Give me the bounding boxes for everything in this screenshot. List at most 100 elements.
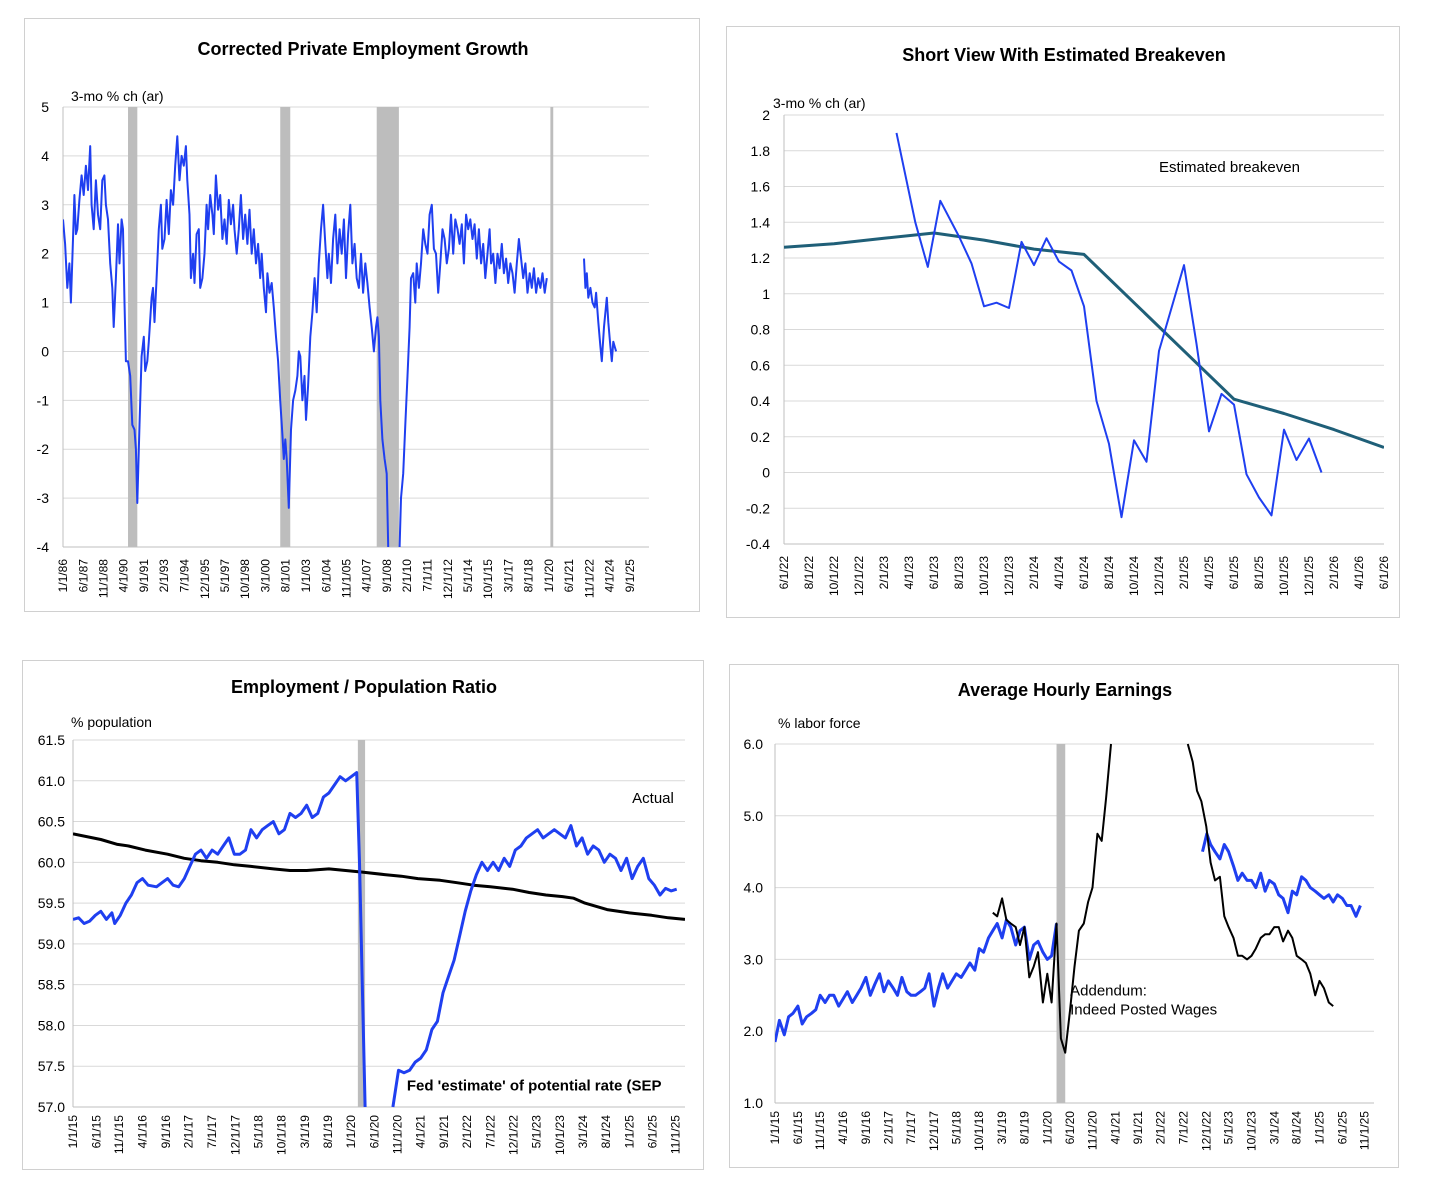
recession-shading bbox=[550, 107, 554, 547]
y-tick-label: 3 bbox=[41, 197, 49, 213]
y-axis-label: % labor force bbox=[778, 715, 861, 731]
annotation-indeed-posted-wages: Indeed Posted Wages bbox=[1070, 1002, 1217, 1019]
x-tick-label: 4/1/16 bbox=[836, 1111, 850, 1145]
x-tick-label: 10/1/23 bbox=[977, 556, 991, 596]
x-tick-label: 11/1/22 bbox=[582, 559, 596, 598]
x-tick-label: 1/1/25 bbox=[622, 1115, 636, 1149]
x-tick-label: 2/1/17 bbox=[182, 1115, 196, 1149]
y-axis-label: 3-mo % ch (ar) bbox=[773, 95, 866, 111]
chart-panel-short-view-breakeven: Short View With Estimated Breakeven 3-mo … bbox=[726, 26, 1400, 618]
x-tick-label: 6/1/20 bbox=[1063, 1111, 1077, 1145]
x-tick-label: 10/1/23 bbox=[1244, 1111, 1258, 1151]
x-tick-label: 7/1/11 bbox=[420, 559, 434, 592]
x-tick-label: 2/1/10 bbox=[400, 559, 414, 593]
chart-panel-employment-population-ratio: Employment / Population Ratio % populatio… bbox=[22, 660, 704, 1170]
x-tick-label: 11/1/05 bbox=[339, 559, 353, 598]
x-tick-label: 1/1/03 bbox=[299, 559, 313, 593]
x-tick-label: 8/1/01 bbox=[279, 559, 293, 593]
y-tick-label: -2 bbox=[37, 441, 50, 457]
y-tick-label: 0.4 bbox=[751, 393, 771, 409]
x-tick-label: 6/1/15 bbox=[89, 1115, 103, 1149]
y-tick-label: 59.0 bbox=[38, 936, 65, 952]
x-tick-label: 10/1/18 bbox=[972, 1111, 986, 1151]
y-tick-label: 1 bbox=[762, 286, 770, 302]
annotation-actual: Actual bbox=[632, 790, 674, 807]
x-tick-label: 1/1/86 bbox=[56, 559, 70, 593]
x-tick-label: 2/1/24 bbox=[1027, 556, 1041, 590]
x-tick-label: 4/1/16 bbox=[136, 1115, 150, 1149]
x-tick-label: 5/1/23 bbox=[1222, 1111, 1236, 1145]
chart-short-view-estimated-breakeven: Short View With Estimated Breakeven 3-mo … bbox=[746, 45, 1391, 596]
y-tick-label: 5.0 bbox=[744, 808, 764, 824]
x-tick-label: 8/1/19 bbox=[321, 1115, 335, 1149]
recession-shading bbox=[128, 107, 138, 547]
y-tick-label: -0.2 bbox=[746, 500, 770, 516]
x-tick-label: 2/1/93 bbox=[157, 559, 171, 593]
x-tick-label: 5/1/14 bbox=[461, 559, 475, 593]
x-tick-label: 5/1/18 bbox=[949, 1111, 963, 1145]
x-tick-label: 4/1/24 bbox=[603, 559, 617, 593]
y-tick-label: 0.2 bbox=[751, 429, 771, 445]
x-tick-label: 12/1/24 bbox=[1152, 556, 1166, 596]
y-tick-label: 4 bbox=[41, 148, 49, 164]
series-line-actual bbox=[391, 824, 678, 1108]
x-tick-label: 5/1/97 bbox=[218, 559, 232, 593]
x-tick-label: 4/1/24 bbox=[1052, 556, 1066, 590]
x-tick-label: 11/1/88 bbox=[96, 559, 110, 598]
x-tick-label: 6/1/87 bbox=[76, 559, 90, 593]
series-line-private-employment-growth bbox=[398, 203, 548, 548]
chart-average-hourly-earnings: Average Hourly Earnings % labor force 6.0 5… bbox=[744, 680, 1374, 1151]
x-tick-label: 6/1/20 bbox=[368, 1115, 382, 1149]
x-tick-label: 6/1/04 bbox=[319, 559, 333, 593]
y-tick-label: 3.0 bbox=[744, 951, 764, 967]
chart-title: Short View With Estimated Breakeven bbox=[902, 45, 1226, 65]
x-tick-label: 9/1/08 bbox=[380, 559, 394, 593]
x-tick-label: 9/1/16 bbox=[159, 1115, 173, 1149]
y-tick-label: 61.0 bbox=[38, 773, 65, 789]
x-tick-label: 6/1/15 bbox=[791, 1111, 805, 1145]
x-tick-label: 11/1/20 bbox=[390, 1115, 404, 1154]
x-tick-label: 3/1/24 bbox=[576, 1115, 590, 1149]
y-tick-label: -0.4 bbox=[746, 536, 770, 552]
series-line-indeed-posted-wages bbox=[1186, 743, 1334, 1007]
x-tick-label: 8/1/24 bbox=[1290, 1111, 1304, 1145]
x-tick-label: 10/1/22 bbox=[827, 556, 841, 596]
x-tick-label: 6/1/26 bbox=[1377, 556, 1391, 590]
x-tick-label: 7/1/17 bbox=[205, 1115, 219, 1149]
x-tick-label: 3/1/19 bbox=[298, 1115, 312, 1149]
x-tick-label: 6/1/25 bbox=[1335, 1111, 1349, 1145]
x-tick-label: 8/1/19 bbox=[1017, 1111, 1031, 1145]
x-tick-label: 4/1/21 bbox=[414, 1115, 428, 1149]
x-tick-label: 11/1/15 bbox=[813, 1111, 827, 1150]
x-tick-label: 3/1/19 bbox=[995, 1111, 1009, 1145]
y-tick-label: 59.5 bbox=[38, 895, 65, 911]
x-tick-label: 1/1/20 bbox=[1040, 1111, 1054, 1145]
chart-corrected-private-employment-growth: Corrected Private Employment Growth 3-mo … bbox=[37, 39, 649, 599]
x-tick-label: 11/1/15 bbox=[112, 1115, 126, 1154]
x-tick-label: 6/1/22 bbox=[777, 556, 791, 590]
y-tick-label: -4 bbox=[37, 539, 50, 555]
x-tick-label: 10/1/18 bbox=[275, 1115, 289, 1155]
x-tick-label: 2/1/22 bbox=[1154, 1111, 1168, 1145]
series-line-fed-estimate-of-potential-rate-sep bbox=[73, 832, 685, 921]
x-tick-label: 9/1/21 bbox=[1131, 1111, 1145, 1145]
x-tick-label: 1/1/15 bbox=[768, 1111, 782, 1145]
x-tick-label: 1/1/20 bbox=[344, 1115, 358, 1149]
y-tick-label: 5 bbox=[41, 99, 49, 115]
annotation-fed-estimate-of-potential-rate-sep: Fed 'estimate' of potential rate (SEP bbox=[407, 1078, 662, 1095]
x-tick-label: 10/1/98 bbox=[238, 559, 252, 599]
x-tick-label: 7/1/94 bbox=[177, 559, 191, 593]
x-tick-label: 8/1/18 bbox=[522, 559, 536, 593]
series-line-private-employment-growth bbox=[63, 135, 390, 548]
x-tick-label: 9/1/21 bbox=[437, 1115, 451, 1149]
x-tick-label: 12/1/17 bbox=[228, 1115, 242, 1155]
x-tick-label: 10/1/24 bbox=[1127, 556, 1141, 596]
chart-title: Employment / Population Ratio bbox=[231, 677, 497, 697]
y-tick-label: 0.6 bbox=[751, 357, 771, 373]
x-tick-label: 4/1/23 bbox=[902, 556, 916, 590]
series-line-estimated-breakeven bbox=[784, 231, 1384, 449]
x-tick-label: 9/1/16 bbox=[859, 1111, 873, 1145]
y-axis-label: % population bbox=[71, 714, 152, 730]
annotation-estimated-breakeven: Estimated breakeven bbox=[1159, 159, 1300, 176]
x-tick-label: 2/1/23 bbox=[877, 556, 891, 590]
